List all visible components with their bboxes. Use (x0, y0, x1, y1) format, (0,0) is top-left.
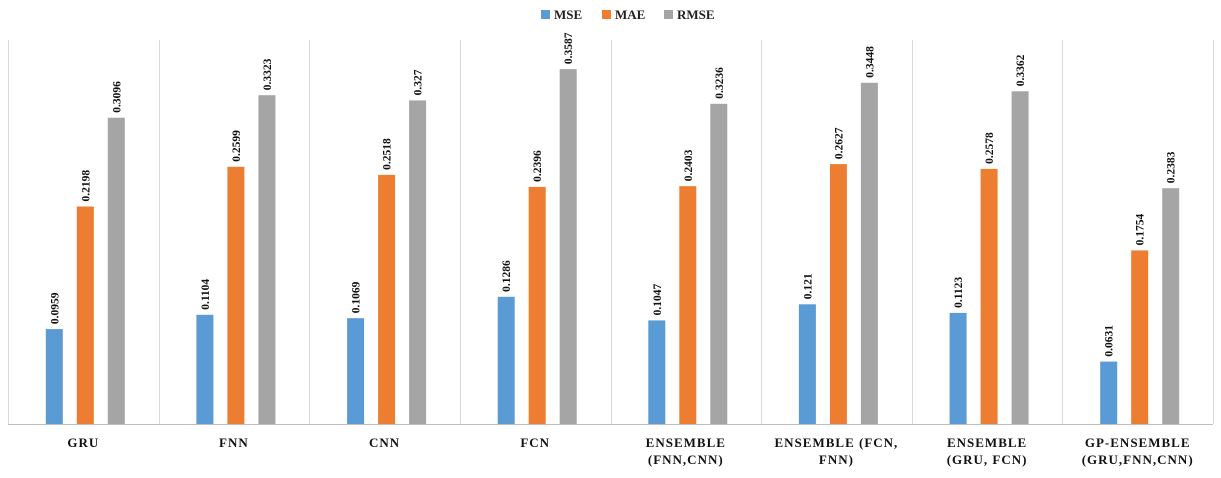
bar-mae (227, 166, 245, 425)
bar-mae (1131, 250, 1149, 424)
data-label-mse: 0.1286 (501, 260, 513, 292)
category-label: FCN (520, 435, 550, 450)
data-label-mae: 0.2198 (80, 170, 92, 202)
data-labels: 0.0959 0.2198 0.3096 0.1104 0.2599 0.3323 0.10… (49, 32, 1177, 356)
category-label: (GRU,FNN,CNN) (1082, 452, 1194, 467)
data-label-mse: 0.121 (802, 273, 814, 299)
bar-rmse (559, 69, 577, 424)
data-label-mae: 0.2578 (984, 132, 996, 164)
bar-rmse (710, 103, 728, 425)
bar-rmse (1162, 188, 1180, 424)
data-label-mse: 0.0959 (49, 292, 61, 324)
data-label-mae: 0.2396 (532, 150, 544, 182)
category-label: (FNN,CNN) (648, 452, 724, 467)
legend-label-mae: MAE (615, 7, 645, 22)
bar-mse (347, 318, 365, 424)
bar-mae (76, 206, 94, 424)
bar-mae (528, 186, 546, 424)
data-label-mse: 0.1069 (351, 281, 363, 313)
bar-mse (949, 312, 967, 424)
data-label-mae: 0.2627 (833, 127, 845, 159)
legend: MSE MAE RMSE (541, 7, 715, 22)
data-label-rmse: 0.327 (413, 69, 425, 95)
data-label-rmse: 0.3448 (864, 46, 876, 78)
bars (45, 69, 1180, 425)
data-label-rmse: 0.3587 (563, 32, 575, 64)
bar-mae (980, 168, 998, 424)
legend-label-mse: MSE (554, 7, 582, 22)
category-label: ENSEMBLE (947, 435, 1027, 450)
data-label-mse: 0.1123 (953, 277, 965, 308)
data-label-mae: 0.2599 (231, 130, 243, 162)
bar-mse (648, 320, 666, 424)
category-labels: GRU FNN CNN FCN ENSEMBLE (FNN,CNN) ENSEMBLE (F… (67, 435, 1194, 467)
category-label: (GRU, FCN) (947, 452, 1028, 467)
bar-mae (378, 174, 396, 424)
legend-label-rmse: RMSE (677, 7, 715, 22)
category-dividers (8, 40, 1214, 424)
data-label-mse: 0.1047 (652, 284, 664, 316)
data-label-mae: 0.2403 (683, 149, 695, 181)
bar-rmse (409, 100, 427, 425)
category-label: FNN) (819, 452, 854, 467)
data-label-rmse: 0.3096 (111, 81, 123, 113)
category-label: GP-ENSEMBLE (1085, 435, 1191, 450)
data-label-mae: 0.2518 (382, 138, 394, 170)
data-label-rmse: 0.3362 (1015, 54, 1027, 86)
bar-rmse (860, 82, 878, 425)
category-label: ENSEMBLE (646, 435, 726, 450)
bar-mse (45, 329, 63, 424)
bar-rmse (1011, 91, 1029, 425)
bar-mae (679, 186, 697, 424)
legend-swatch-mae (602, 10, 611, 19)
category-label: FNN (219, 435, 249, 450)
data-label-rmse: 0.2383 (1166, 151, 1178, 183)
data-label-mae: 0.1754 (1135, 214, 1147, 246)
category-label: ENSEMBLE (FCN, (775, 435, 899, 450)
bar-mse (196, 314, 214, 424)
bar-mae (829, 164, 847, 424)
category-label: GRU (67, 435, 99, 450)
bar-mse (1100, 361, 1118, 424)
bar-mse (497, 296, 515, 424)
data-label-mse: 0.1104 (200, 279, 212, 310)
data-label-mse: 0.0631 (1104, 325, 1116, 357)
bar-rmse (107, 117, 125, 424)
data-label-rmse: 0.3323 (262, 58, 274, 90)
legend-swatch-mse (541, 10, 550, 19)
category-label: CNN (369, 435, 400, 450)
bar-rmse (258, 95, 276, 424)
bar-mse (798, 304, 816, 424)
data-label-rmse: 0.3236 (714, 67, 726, 99)
legend-swatch-rmse (664, 10, 673, 19)
